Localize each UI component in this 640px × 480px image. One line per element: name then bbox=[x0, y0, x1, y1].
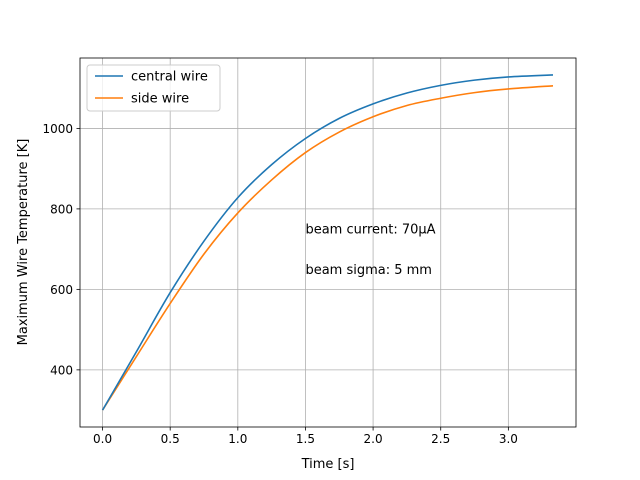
x-tick-label: 2.5 bbox=[431, 432, 450, 446]
grid-lines bbox=[80, 58, 576, 427]
y-tick-label: 800 bbox=[50, 202, 73, 216]
plot-area bbox=[79, 57, 577, 428]
series-lines bbox=[101, 74, 554, 411]
legend-label: central wire bbox=[131, 70, 208, 85]
annotation-text: beam sigma: 5 mm bbox=[305, 263, 432, 278]
x-tick-label: 1.5 bbox=[296, 432, 315, 446]
legend: central wire side wire bbox=[86, 64, 221, 112]
x-tick-label: 1.0 bbox=[228, 432, 247, 446]
y-tick-label: 400 bbox=[50, 363, 73, 377]
annotations: beam current: 70μA beam sigma: 5 mm bbox=[305, 223, 435, 278]
y-axis-label: Maximum Wire Temperature [K] bbox=[16, 139, 31, 346]
x-axis-ticks: 0.0 0.5 1.0 1.5 2.0 2.5 3.0 bbox=[93, 427, 518, 446]
annotation-text: beam current: 70μA bbox=[305, 223, 435, 238]
series-line-side-wire bbox=[101, 84, 554, 411]
legend-label: side wire bbox=[131, 92, 189, 107]
series-line-central-wire bbox=[101, 74, 554, 411]
x-tick-label: 0.5 bbox=[161, 432, 180, 446]
y-tick-label: 1000 bbox=[42, 122, 73, 136]
x-tick-label: 0.0 bbox=[93, 432, 112, 446]
x-tick-label: 2.0 bbox=[364, 432, 383, 446]
y-axis-ticks: 400 600 800 1000 bbox=[42, 122, 80, 377]
y-tick-label: 600 bbox=[50, 283, 73, 297]
x-tick-label: 3.0 bbox=[499, 432, 518, 446]
x-axis-label: Time [s] bbox=[301, 457, 355, 472]
